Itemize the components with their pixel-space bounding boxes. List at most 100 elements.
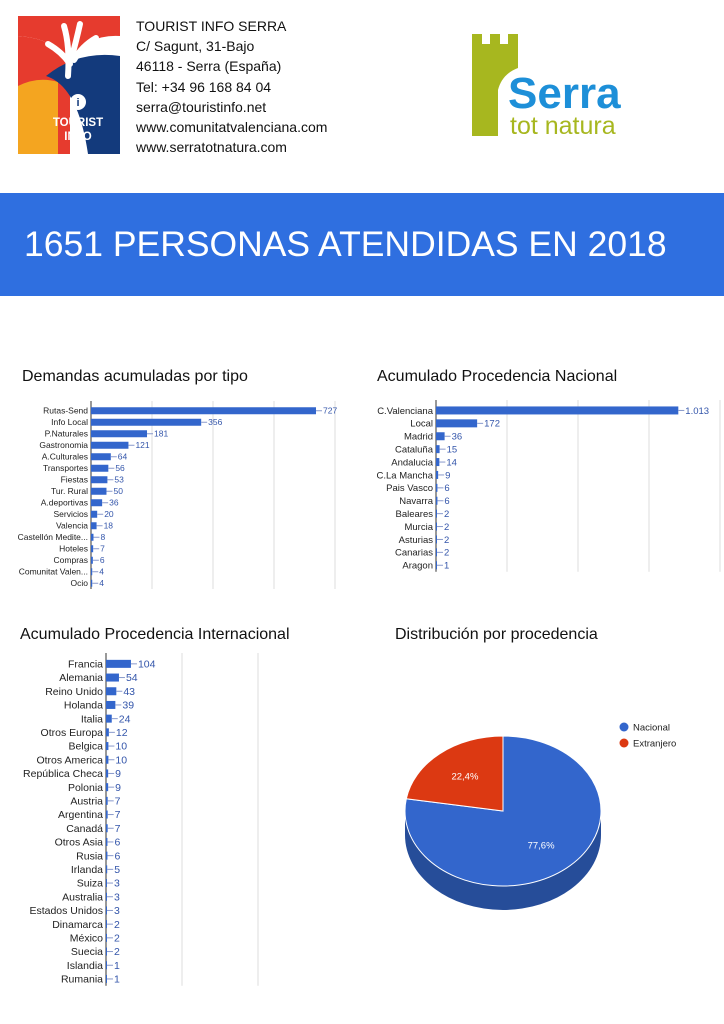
value-label: 53: [114, 475, 124, 485]
category-label: Francia: [68, 659, 103, 671]
contact-email[interactable]: serra@touristinfo.net: [136, 98, 267, 115]
bar: [436, 483, 438, 492]
value-label: 10: [115, 754, 127, 766]
category-label: Holanda: [64, 700, 103, 712]
legend-label: Extranjero: [633, 739, 676, 750]
bar: [436, 445, 440, 454]
value-label: 6: [100, 555, 105, 565]
category-label: Aragon: [402, 561, 433, 572]
bar: [91, 499, 103, 507]
chart-title-tipo: Demandas acumuladas por tipo: [22, 368, 248, 385]
category-label: Dinamarca: [52, 919, 103, 931]
category-label: Castellón Medite...: [18, 532, 88, 542]
bar: [91, 487, 107, 495]
pie-slice: [405, 735, 504, 812]
svg-text:i: i: [76, 97, 79, 109]
value-label: 43: [123, 686, 135, 698]
contact-web-2[interactable]: www.serratotnatura.com: [136, 139, 287, 156]
chart-distribucion-procedencia: 77,6% 22,4% Nacional Extranjero: [404, 722, 676, 910]
category-label: Polonia: [68, 782, 103, 794]
category-label: Australia: [62, 891, 103, 903]
legend-label: Nacional: [633, 723, 670, 734]
contact-web-1[interactable]: www.comunitatvalenciana.com: [136, 119, 328, 136]
bar: [91, 568, 93, 576]
value-label: 64: [118, 452, 128, 462]
value-label: 20: [104, 509, 114, 519]
legend-marker: [619, 738, 629, 748]
bar: [436, 561, 437, 570]
bar: [106, 796, 108, 805]
chart-title-internacional: Acumulado Procedencia Internacional: [20, 626, 290, 643]
legend-marker: [619, 722, 629, 732]
category-label: Italia: [81, 713, 103, 725]
bar: [106, 837, 108, 846]
value-label: 2: [114, 933, 120, 945]
serra-logo-word: Serra: [508, 69, 621, 118]
value-label: 2: [114, 946, 120, 958]
category-label: Info Local: [51, 417, 88, 427]
value-label: 14: [446, 457, 457, 468]
bar: [106, 974, 107, 983]
page-title: 1651 PERSONAS ATENDIDAS EN 2018: [24, 224, 667, 264]
bar: [91, 510, 98, 518]
value-label: 10: [115, 741, 127, 753]
category-label: Navarra: [399, 496, 434, 507]
chart-title-distribucion: Distribución por procedencia: [395, 626, 598, 643]
serra-logo: Serra tot natura: [472, 30, 662, 140]
category-label: Gastronomia: [39, 440, 88, 450]
bar: [436, 419, 478, 428]
value-label: 2: [444, 509, 449, 520]
bar: [436, 406, 679, 415]
value-label: 4: [99, 578, 104, 588]
category-label: República Checa: [23, 768, 103, 780]
bar: [106, 865, 108, 874]
pie-side: [405, 811, 601, 910]
value-label: 1: [114, 974, 120, 986]
bar: [436, 522, 437, 531]
category-label: Belgica: [69, 741, 104, 753]
category-label: Servicios: [54, 509, 88, 519]
value-label: 2: [444, 522, 449, 533]
value-label: 121: [135, 440, 149, 450]
bar: [91, 453, 111, 461]
value-label: 24: [119, 713, 131, 725]
category-label: Reino Unido: [45, 686, 103, 698]
value-label: 1: [114, 960, 120, 972]
bar: [91, 464, 109, 472]
value-label: 6: [114, 850, 120, 862]
bar: [106, 906, 107, 915]
chart-procedencia-nacional: C.Valenciana 1.013 Local 172 Madrid 36 Cataluñ…: [376, 400, 721, 572]
bar: [91, 522, 97, 530]
bar: [106, 714, 112, 723]
category-label: Valencia: [56, 521, 88, 531]
category-label: Baleares: [396, 509, 434, 520]
category-label: Suiza: [77, 878, 103, 890]
bar: [106, 769, 109, 778]
value-label: 18: [104, 521, 114, 531]
contact-phone: Tel: +34 96 168 84 04: [136, 78, 272, 95]
value-label: 54: [126, 672, 138, 684]
bar: [436, 509, 437, 518]
category-label: C.Valenciana: [377, 406, 434, 417]
bar: [106, 810, 108, 819]
value-label: 39: [122, 700, 134, 712]
value-label: 1: [444, 561, 449, 572]
bar: [106, 824, 108, 833]
category-label: Comunitat Valen...: [19, 567, 88, 577]
value-label: 4: [99, 567, 104, 577]
bar: [436, 458, 440, 467]
value-label: 181: [154, 429, 168, 439]
category-label: Islandia: [67, 960, 103, 972]
value-label: 3: [114, 878, 120, 890]
value-label: 1.013: [685, 406, 709, 417]
bar: [106, 755, 109, 764]
value-label: 36: [452, 432, 463, 443]
value-label: 7: [115, 823, 121, 835]
tourist-logo-line2: INFO: [64, 131, 92, 143]
value-label: 2: [444, 548, 449, 559]
category-label: Fiestas: [61, 475, 88, 485]
chart-title-nacional: Acumulado Procedencia Nacional: [377, 368, 618, 385]
bar: [436, 548, 437, 557]
bar: [91, 533, 94, 541]
bar: [106, 879, 107, 888]
